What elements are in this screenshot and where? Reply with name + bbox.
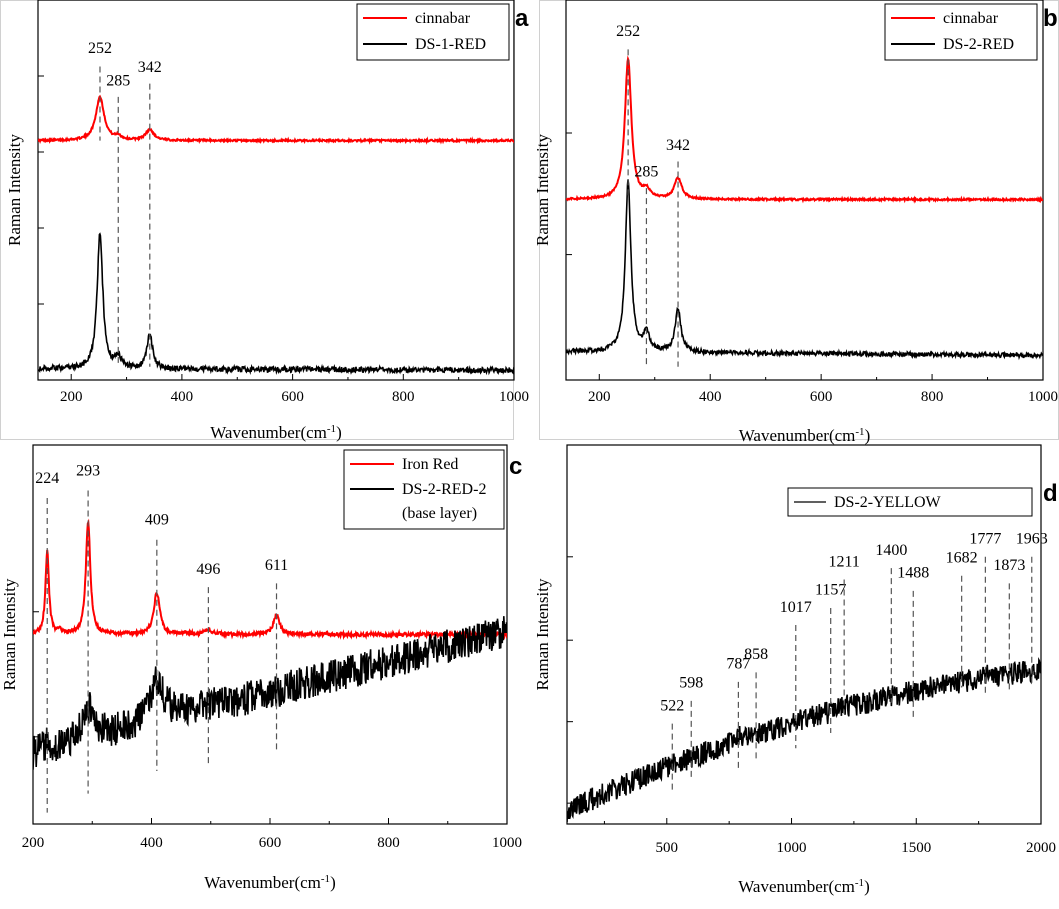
series-line-cinnabar: [566, 55, 1043, 204]
panel-b: 200 400 600 800 1000 Wavenumber(cm-1) Raman In…: [533, 0, 1059, 445]
x-tick-label: 600: [281, 389, 304, 405]
x-tick-label: 600: [259, 835, 282, 851]
legend-label: DS-1-RED: [415, 36, 486, 53]
peak-label: 342: [666, 137, 690, 154]
plot-area: [37, 0, 515, 381]
peak-label: 409: [145, 512, 169, 529]
x-tick-label: 1000: [777, 840, 807, 856]
peak-label: 224: [35, 470, 59, 487]
peak-label: 1017: [780, 599, 812, 616]
legend: [884, 3, 1038, 61]
panel-c: 200 400 600 800 1000 Wavenumber(cm-1) Raman In…: [0, 444, 522, 892]
panel-letter: a: [515, 5, 529, 32]
plot-area: [565, 0, 1044, 381]
x-tick-label: 200: [22, 835, 45, 851]
peak-label: 1157: [815, 582, 846, 599]
y-axis-label: Raman Intensity: [0, 578, 19, 690]
panel-d: 500 1000 1500 2000 Wavenumber(cm-1) Raman Int…: [533, 444, 1058, 896]
panel-letter: b: [1043, 5, 1058, 32]
peak-label: 787: [726, 656, 750, 673]
y-axis-label: Raman Intensity: [533, 134, 552, 246]
x-tick-label: 1000: [1028, 389, 1058, 405]
y-axis-label: Raman Intensity: [5, 134, 24, 246]
x-tick-label: 600: [810, 389, 833, 405]
legend-label: DS-2-YELLOW: [834, 494, 942, 511]
panel-letter: c: [509, 453, 522, 480]
panel-letter: d: [1043, 480, 1058, 507]
peak-label: 611: [265, 557, 288, 574]
legend-label: cinnabar: [415, 10, 471, 27]
series-line-DS-2-RED: [566, 179, 1043, 361]
peak-label: 1211: [828, 553, 859, 570]
legend: [787, 487, 1033, 517]
panel-border: [539, 0, 1059, 440]
panel-border: [0, 0, 514, 440]
x-axis-label: Wavenumber(cm-1): [210, 423, 341, 442]
legend-label: Iron Red: [402, 456, 458, 473]
series-line-DS-2-RED-2: [33, 616, 507, 770]
legend-label: DS-2-RED-2: [402, 481, 486, 498]
series-line-cinnabar: [38, 94, 514, 145]
series-line-DS-1-RED: [38, 232, 514, 376]
peak-label: 858: [744, 646, 768, 663]
x-tick-label: 400: [140, 835, 163, 851]
x-tick-label: 800: [921, 389, 944, 405]
peak-label: 1400: [875, 542, 907, 559]
legend-label: cinnabar: [943, 10, 999, 27]
peak-label: 285: [106, 73, 130, 90]
x-tick-label: 400: [171, 389, 194, 405]
peak-label: 496: [196, 561, 220, 578]
peak-label: 252: [88, 40, 112, 57]
x-tick-label: 800: [392, 389, 415, 405]
peak-label: 598: [679, 675, 703, 692]
x-tick-label: 200: [60, 389, 83, 405]
panel-a: 200 400 600 800 1000 Wavenumber(cm-1) Raman In…: [0, 0, 529, 442]
peak-label: 342: [138, 59, 162, 76]
peak-label: 1682: [946, 549, 978, 566]
x-axis-label: Wavenumber(cm-1): [739, 426, 870, 445]
peak-label: 285: [634, 164, 658, 181]
peak-label: 1777: [969, 531, 1001, 548]
peak-label: 522: [660, 697, 684, 714]
x-tick-label: 1500: [901, 840, 931, 856]
x-axis-label: Wavenumber(cm-1): [204, 873, 335, 892]
peak-label: 1873: [993, 557, 1025, 574]
x-tick-label: 500: [656, 840, 679, 856]
y-axis-label: Raman Intensity: [533, 578, 552, 690]
x-tick-label: 2000: [1026, 840, 1056, 856]
x-axis-label: Wavenumber(cm-1): [738, 877, 869, 896]
legend: [356, 3, 510, 61]
peak-label: 293: [76, 462, 100, 479]
x-tick-label: 400: [699, 389, 722, 405]
plot-area: [566, 444, 1042, 825]
series-line-DS-2-YELLOW: [567, 656, 1041, 823]
x-tick-label: 1000: [499, 389, 529, 405]
peak-label: 252: [616, 23, 640, 40]
legend-label: DS-2-RED: [943, 36, 1014, 53]
legend-note: (base layer): [402, 505, 477, 522]
peak-label: 1488: [897, 565, 929, 582]
x-tick-label: 200: [588, 389, 611, 405]
peak-label: 1963: [1016, 531, 1048, 548]
x-tick-label: 1000: [492, 835, 522, 851]
series-line-Iron Red: [33, 518, 507, 641]
x-tick-label: 800: [377, 835, 400, 851]
